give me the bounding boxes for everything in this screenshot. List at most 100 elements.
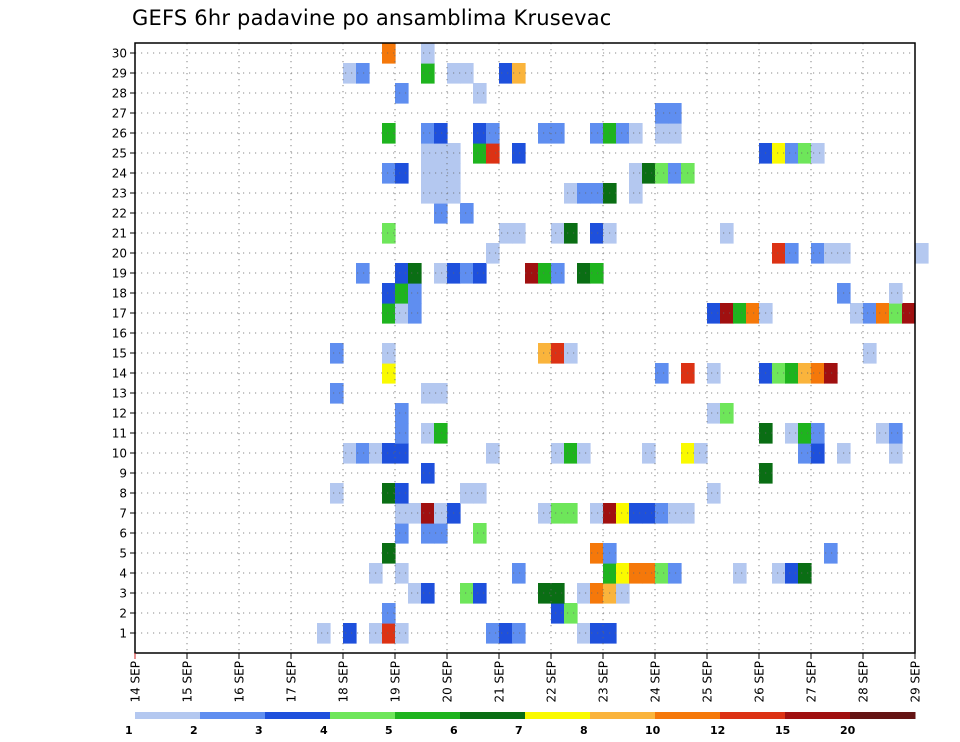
x-tick-label: 23 SEP — [597, 661, 611, 703]
heatmap-cell — [382, 163, 396, 184]
heatmap-cell — [694, 443, 708, 464]
heatmap-cell — [551, 123, 565, 144]
heatmap-cell — [512, 143, 526, 164]
colorbar-tick-label: 6 — [450, 724, 458, 737]
heatmap-cell — [538, 343, 552, 364]
heatmap-cell — [408, 303, 422, 324]
heatmap-cell — [798, 563, 812, 584]
colorbar-segment — [265, 712, 331, 719]
grid-lines — [135, 43, 915, 653]
heatmap-cell — [395, 263, 409, 284]
heatmap-cell — [577, 263, 591, 284]
y-tick-label: 17 — [112, 307, 127, 321]
heatmap-cell — [421, 143, 435, 164]
heatmap-cell — [720, 303, 734, 324]
heatmap-cell — [395, 83, 409, 104]
x-tick-label: 19 SEP — [389, 661, 403, 703]
x-tick-label: 21 SEP — [493, 661, 507, 703]
colorbar-segment — [330, 712, 396, 719]
heatmap-cell — [473, 583, 487, 604]
y-axis: 1234567891011121314151617181920212223242… — [112, 47, 135, 641]
heatmap-cell — [473, 523, 487, 544]
heatmap-cell — [642, 163, 656, 184]
heatmap-cell — [473, 143, 487, 164]
heatmap-cell — [486, 443, 500, 464]
heatmap-cell — [629, 163, 643, 184]
y-tick-label: 10 — [112, 447, 127, 461]
heatmap-cell — [473, 83, 487, 104]
heatmap-cell — [876, 423, 890, 444]
colorbar-tick-label: 2 — [190, 724, 198, 737]
heatmap-cell — [421, 123, 435, 144]
y-tick-label: 14 — [112, 367, 127, 381]
heatmap-cell — [733, 563, 747, 584]
heatmap-cell — [421, 63, 435, 84]
heatmap-cell — [382, 603, 396, 624]
heatmap-cell — [382, 543, 396, 564]
y-tick-label: 13 — [112, 387, 127, 401]
colorbar-tick-label: 1 — [125, 724, 133, 737]
colorbar-tick-label: 3 — [255, 724, 263, 737]
heatmap-cell — [616, 123, 630, 144]
heatmap-cell — [382, 443, 396, 464]
heatmap-cell — [668, 163, 682, 184]
colorbar-segment — [395, 712, 461, 719]
y-tick-label: 20 — [112, 247, 127, 261]
heatmap-cell — [538, 503, 552, 524]
heatmap-cell — [356, 263, 370, 284]
heatmap-cell — [434, 163, 448, 184]
heatmap-cell — [421, 183, 435, 204]
y-tick-label: 23 — [112, 187, 127, 201]
heatmap-cell — [421, 163, 435, 184]
heatmap-cell — [668, 123, 682, 144]
heatmap-cell — [382, 343, 396, 364]
colorbar-tick-label: 15 — [775, 724, 790, 737]
plot-frame — [134, 42, 916, 654]
heatmap-cell — [434, 523, 448, 544]
heatmap-cell — [785, 423, 799, 444]
heatmap-cell — [486, 623, 500, 644]
heatmap-cell — [863, 343, 877, 364]
heatmap-cell — [460, 483, 474, 504]
x-tick-label: 29 SEP — [909, 661, 923, 703]
y-tick-label: 27 — [112, 107, 127, 121]
heatmap-cell — [421, 423, 435, 444]
heatmap-cell — [746, 303, 760, 324]
heatmap-cell — [356, 63, 370, 84]
y-tick-label: 9 — [119, 467, 127, 481]
heatmap-cell — [876, 303, 890, 324]
heatmap-cell — [772, 143, 786, 164]
colorbar-segment — [135, 712, 201, 719]
chart-title: GEFS 6hr padavine po ansamblima Krusevac — [132, 6, 612, 30]
heatmap-cell — [343, 623, 357, 644]
y-tick-label: 28 — [112, 87, 127, 101]
colorbar-segment — [850, 712, 916, 719]
colorbar-tick-label: 20 — [840, 724, 856, 737]
heatmap-cell — [798, 423, 812, 444]
heatmap-cell — [564, 503, 578, 524]
colorbar-segment — [655, 712, 721, 719]
heatmap-cell — [382, 43, 396, 64]
heatmap-cell — [395, 503, 409, 524]
x-tick-label: 27 SEP — [805, 661, 819, 703]
heatmap-cell — [590, 623, 604, 644]
heatmap-cell — [421, 463, 435, 484]
heatmap-cell — [551, 223, 565, 244]
heatmap-cell — [642, 563, 656, 584]
heatmap-cell — [577, 183, 591, 204]
x-tick-label: 26 SEP — [753, 661, 767, 703]
heatmap-cell — [434, 203, 448, 224]
heatmap-cell — [382, 303, 396, 324]
heatmap-cell — [564, 183, 578, 204]
heatmap-cell — [538, 263, 552, 284]
colorbar-tick-label: 4 — [320, 724, 328, 737]
heatmap-cell — [798, 443, 812, 464]
heatmap-cell — [408, 283, 422, 304]
colorbar-tick-label: 12 — [710, 724, 725, 737]
colorbar-tick-label: 5 — [385, 724, 393, 737]
heatmap-cell — [785, 143, 799, 164]
heatmap-cell — [616, 503, 630, 524]
y-tick-label: 12 — [112, 407, 127, 421]
heatmap-cell — [590, 503, 604, 524]
heatmap-cell — [421, 583, 435, 604]
